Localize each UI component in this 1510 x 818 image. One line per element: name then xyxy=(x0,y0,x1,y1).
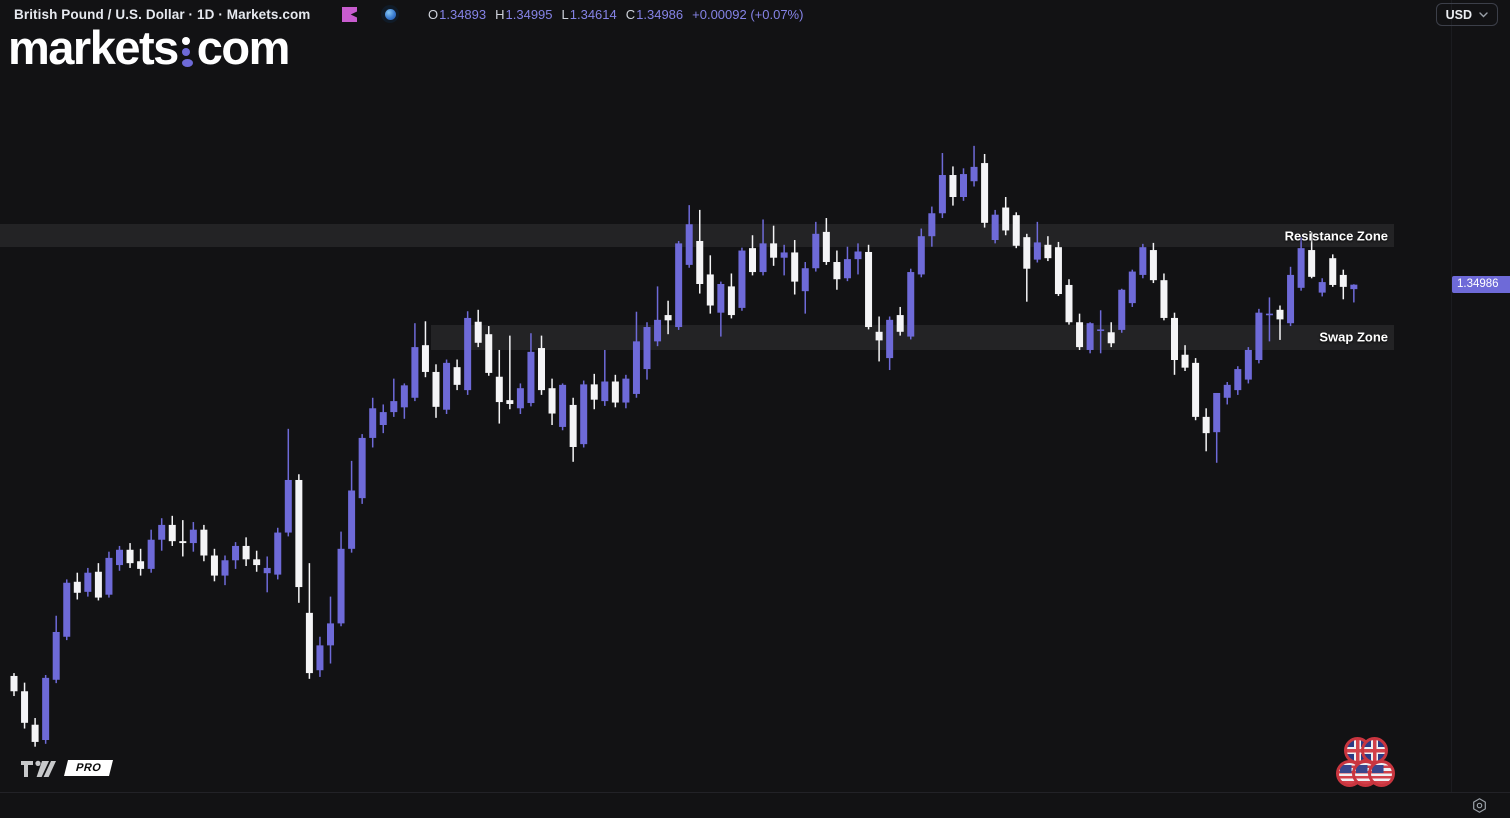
open-label: O xyxy=(428,7,439,22)
zone-resistance-zone[interactable] xyxy=(0,224,1394,248)
tradingview-attribution[interactable]: PRO xyxy=(20,756,114,780)
price-axis-divider xyxy=(1451,0,1452,792)
logo-text-left: markets xyxy=(8,21,179,74)
zone-label: Resistance Zone xyxy=(1284,228,1388,244)
instrument-flags xyxy=(1336,737,1396,793)
open-value: 1.34893 xyxy=(439,7,487,22)
low-label: L xyxy=(561,7,569,22)
low-value: 1.34614 xyxy=(569,7,617,22)
gear-icon xyxy=(1472,797,1486,813)
close-label: C xyxy=(625,7,636,22)
high-label: H xyxy=(495,7,505,22)
high-value: 1.34995 xyxy=(505,7,553,22)
axis-settings-button[interactable] xyxy=(1469,795,1489,815)
logo-colon-dots-icon xyxy=(181,23,193,67)
usd-flag-icon xyxy=(1368,760,1395,787)
time-axis[interactable]: MarAprMayJunJulAugSep xyxy=(0,792,1510,818)
tradingview-logo-icon xyxy=(21,760,56,777)
change-value: +0.00092 (+0.07%) xyxy=(692,7,804,22)
currency-dropdown-value: USD xyxy=(1445,7,1472,22)
ohlc-readout: O 1.34893 H 1.34995 L 1.34614 C 1.34986 +0.0… xyxy=(428,7,803,22)
last-price-label: 1.34986 xyxy=(1452,276,1510,294)
markets-com-logo: markets com xyxy=(8,21,291,74)
chevron-down-icon xyxy=(1479,11,1488,17)
close-value: 1.34986 xyxy=(636,7,684,22)
symbol-title: British Pound / U.S. Dollar · 1D · Marke… xyxy=(14,7,311,22)
flag-marker-icon[interactable] xyxy=(342,7,357,22)
time-axis-divider xyxy=(0,792,1510,793)
currency-dropdown[interactable]: USD xyxy=(1435,3,1498,26)
logo-text-right: com xyxy=(196,21,291,74)
instrument-logo-icon xyxy=(381,5,399,23)
zone-label: Swap Zone xyxy=(1319,329,1388,345)
pro-badge: PRO xyxy=(64,760,114,776)
symbol-info-bar: British Pound / U.S. Dollar · 1D · Marke… xyxy=(0,0,1510,28)
price-axis[interactable]: 1.400001.390001.380001.370001.360001.340… xyxy=(1452,0,1510,792)
